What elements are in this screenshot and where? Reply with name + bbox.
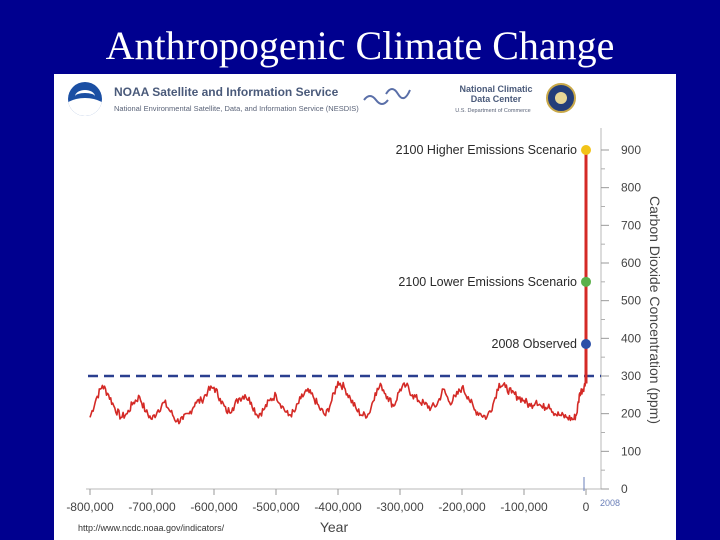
commerce-seal-icon — [546, 83, 576, 113]
x-axis: -800,000 -700,000 -600,000 -500,000 -400,000… — [66, 488, 601, 514]
x-tick-label: 0 — [583, 500, 590, 514]
y-tick-label: 400 — [621, 331, 641, 345]
co2-chart: -800,000 -700,000 -600,000 -500,000 -400,000… — [66, 128, 663, 535]
ncdc-name: National Climatic Data Center — [446, 84, 546, 104]
ncdc-name-line1: National Climatic — [459, 84, 533, 94]
y-tick-label: 300 — [621, 369, 641, 383]
chart-figure: NOAA Satellite and Information Service N… — [54, 74, 676, 540]
y-axis-title: Carbon Dioxide Concentration (ppm) — [647, 196, 663, 424]
annotation-layer: 2100 Higher Emissions Scenario 2100 Lower… — [396, 143, 620, 508]
source-url: http://www.ncdc.noaa.gov/indicators/ — [78, 523, 225, 533]
noaa-header: NOAA Satellite and Information Service N… — [54, 74, 676, 124]
y-tick-label: 0 — [621, 482, 628, 496]
y-tick-label: 100 — [621, 444, 641, 458]
y-tick-label: 200 — [621, 407, 641, 421]
annotation-marker — [581, 338, 591, 349]
annotation-label: 2100 Lower Emissions Scenario — [398, 275, 577, 289]
slide-title: Anthropogenic Climate Change — [105, 23, 615, 68]
annotation-marker — [581, 145, 591, 155]
ncdc-department: U.S. Department of Commerce — [455, 108, 531, 114]
x-axis-title: Year — [320, 519, 349, 535]
y-tick-label: 700 — [621, 218, 641, 232]
x-tick-label: -800,000 — [66, 500, 114, 514]
y-tick-label: 800 — [621, 181, 641, 195]
noaa-logo-icon — [68, 82, 102, 116]
ncdc-name-line2: Data Center — [470, 94, 522, 104]
x-tick-label: -100,000 — [500, 500, 548, 514]
y-axis: 0 100 200 300 400 500 600 700 800 900 — [600, 128, 641, 496]
annotation-label: 2008 Observed — [492, 337, 578, 351]
annotation-marker — [581, 276, 591, 287]
annotation-label: 2100 Higher Emissions Scenario — [396, 143, 577, 157]
nesdis-wave-icon — [363, 88, 411, 105]
x-tick-label: -300,000 — [376, 500, 424, 514]
x-tick-label: -200,000 — [438, 500, 486, 514]
x-tick-label: -600,000 — [190, 500, 238, 514]
x-tick-label: -700,000 — [128, 500, 176, 514]
noaa-subtitle: National Environmental Satellite, Data, … — [114, 104, 359, 113]
x-tick-label: -400,000 — [314, 500, 362, 514]
y-tick-label: 600 — [621, 256, 641, 270]
noaa-name: NOAA Satellite and Information Service — [114, 85, 339, 99]
x-tick-label: -500,000 — [252, 500, 300, 514]
y-tick-label: 500 — [621, 294, 641, 308]
y-tick-label: 900 — [621, 143, 641, 157]
year-2008-note: 2008 — [600, 498, 620, 508]
co2-series-line — [89, 380, 587, 425]
